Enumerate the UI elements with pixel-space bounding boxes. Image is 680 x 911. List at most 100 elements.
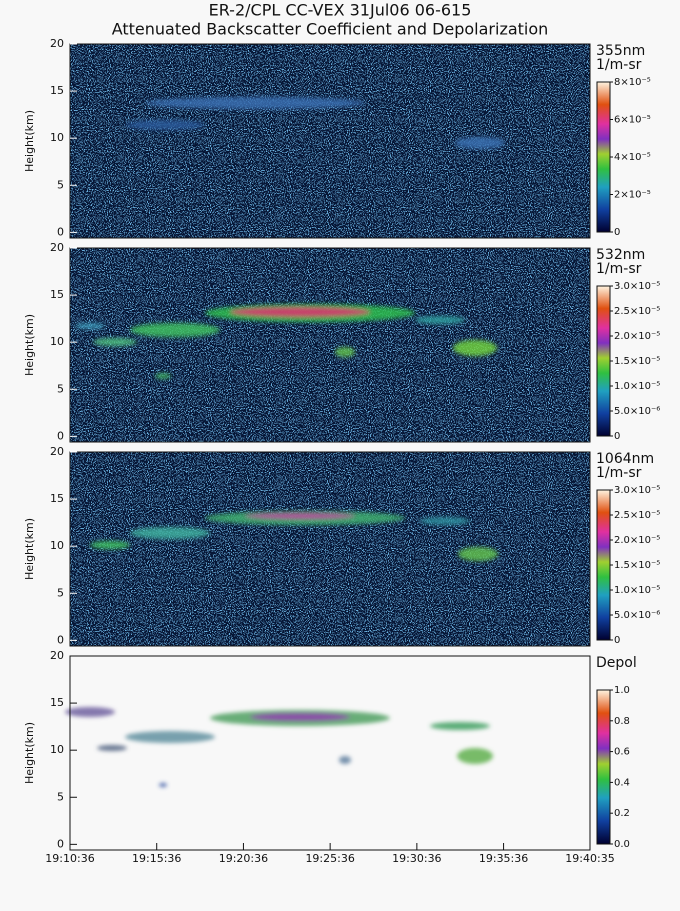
colorbar-title: 1/m-sr — [596, 57, 642, 73]
cloud — [93, 338, 137, 346]
colorbar-tick-label: 0 — [614, 635, 620, 646]
y-tick-label: 10 — [50, 131, 64, 144]
cloud — [245, 513, 355, 519]
cloud — [230, 307, 370, 317]
cloud — [455, 137, 505, 149]
y-tick-label: 20 — [50, 241, 64, 254]
y-tick-label: 15 — [50, 492, 64, 505]
colorbar-title: 1/m-sr — [596, 465, 642, 481]
y-tick-label: 10 — [50, 539, 64, 552]
y-tick-label: 5 — [57, 382, 64, 395]
cloud — [90, 541, 130, 549]
colorbar-tick-label: 0 — [614, 431, 620, 442]
colorbar-tick-label: 0.2 — [614, 808, 630, 819]
colorbar-tick-label: 0 — [614, 227, 620, 238]
y-axis-label: Height(km) — [23, 110, 36, 172]
title: ER-2/CPL CC-VEX 31Jul06 06-615 — [209, 1, 472, 20]
cloud — [457, 748, 493, 764]
noise — [70, 452, 590, 646]
clouds — [75, 304, 497, 379]
noise — [70, 44, 590, 238]
y-tick-label: 5 — [57, 178, 64, 191]
colorbar-tick-label: 6×10⁻⁵ — [614, 115, 651, 126]
colorbar-title: 1/m-sr — [596, 261, 642, 277]
x-tick-label: 19:10:36 — [45, 852, 94, 865]
colorbar-title: Depol — [596, 655, 637, 671]
y-tick-label: 20 — [50, 37, 64, 50]
colorbar-tick-label: 1.5×10⁻⁵ — [614, 560, 660, 571]
noise — [70, 248, 590, 442]
cloud — [159, 783, 167, 787]
cloud — [453, 340, 497, 356]
y-tick-label: 10 — [50, 335, 64, 348]
clouds — [65, 707, 493, 787]
y-tick-label: 20 — [50, 445, 64, 458]
cloud — [130, 527, 210, 539]
colorbar-tick-label: 2.5×10⁻⁵ — [614, 306, 660, 317]
y-tick-label: 15 — [50, 84, 64, 97]
y-axis-label: Height(km) — [23, 518, 36, 580]
cloud — [155, 373, 171, 379]
colorbar-tick-label: 8×10⁻⁵ — [614, 77, 651, 88]
y-axis-label: Height(km) — [23, 314, 36, 376]
colorbar-tick-label: 1.0×10⁻⁵ — [614, 585, 660, 596]
x-tick-label: 19:20:36 — [219, 852, 268, 865]
cloud — [335, 347, 355, 357]
colorbar-tick-label: 4×10⁻⁵ — [614, 152, 651, 163]
cloud — [130, 323, 220, 337]
y-tick-label: 15 — [50, 288, 64, 301]
cloud — [339, 756, 351, 764]
plot-frame — [69, 43, 591, 239]
colorbar-tick-label: 2.0×10⁻⁵ — [614, 331, 660, 342]
clouds — [90, 511, 498, 561]
colorbar-tick-label: 3.0×10⁻⁵ — [614, 281, 660, 292]
x-tick-label: 19:30:36 — [392, 852, 441, 865]
x-tick-label: 19:35:36 — [479, 852, 528, 865]
y-axis-label: Height(km) — [23, 722, 36, 784]
y-tick-label: 5 — [57, 586, 64, 599]
plot-frame — [69, 451, 591, 647]
colorbar — [596, 489, 611, 641]
colorbar-tick-label: 3.0×10⁻⁵ — [614, 485, 660, 496]
colorbar-tick-label: 0.6 — [614, 747, 630, 758]
colorbar-title: 532nm — [596, 247, 645, 263]
colorbar — [596, 285, 611, 437]
y-tick-label: 0 — [57, 429, 64, 442]
cloud — [97, 745, 127, 751]
y-tick-label: 15 — [50, 696, 64, 709]
colorbar-tick-label: 2.5×10⁻⁵ — [614, 510, 660, 521]
cloud — [415, 316, 465, 324]
y-tick-label: 5 — [57, 790, 64, 803]
y-tick-label: 10 — [50, 743, 64, 756]
y-tick-label: 0 — [57, 633, 64, 646]
cloud — [65, 707, 115, 717]
colorbar-tick-label: 0.0 — [614, 839, 630, 850]
colorbar-title: 1064nm — [596, 451, 654, 467]
colorbar-tick-label: 1.5×10⁻⁵ — [614, 356, 660, 367]
cloud — [420, 517, 470, 525]
cloud — [145, 97, 365, 109]
colorbar-tick-label: 5.0×10⁻⁶ — [614, 610, 660, 621]
cloud — [250, 713, 350, 721]
plot-frame — [69, 247, 591, 443]
colorbar-tick-label: 1.0×10⁻⁵ — [614, 381, 660, 392]
cloud — [75, 323, 105, 329]
colorbar-tick-label: 5.0×10⁻⁶ — [614, 406, 660, 417]
colorbar — [596, 689, 611, 845]
clouds — [125, 97, 505, 149]
cloud — [125, 120, 205, 130]
x-tick-label: 19:15:36 — [132, 852, 181, 865]
x-tick-label: 19:25:36 — [305, 852, 354, 865]
y-tick-label: 20 — [50, 649, 64, 662]
colorbar-tick-label: 1.0 — [614, 685, 630, 696]
colorbar — [596, 81, 611, 233]
y-tick-label: 0 — [57, 225, 64, 238]
subtitle: Attenuated Backscatter Coefficient and D… — [112, 20, 549, 39]
colorbar-tick-label: 2.0×10⁻⁵ — [614, 535, 660, 546]
colorbar-tick-label: 0.4 — [614, 777, 630, 788]
plot-area — [70, 656, 590, 850]
y-tick-label: 0 — [57, 837, 64, 850]
colorbar-tick-label: 2×10⁻⁵ — [614, 190, 651, 201]
cloud — [458, 547, 498, 561]
